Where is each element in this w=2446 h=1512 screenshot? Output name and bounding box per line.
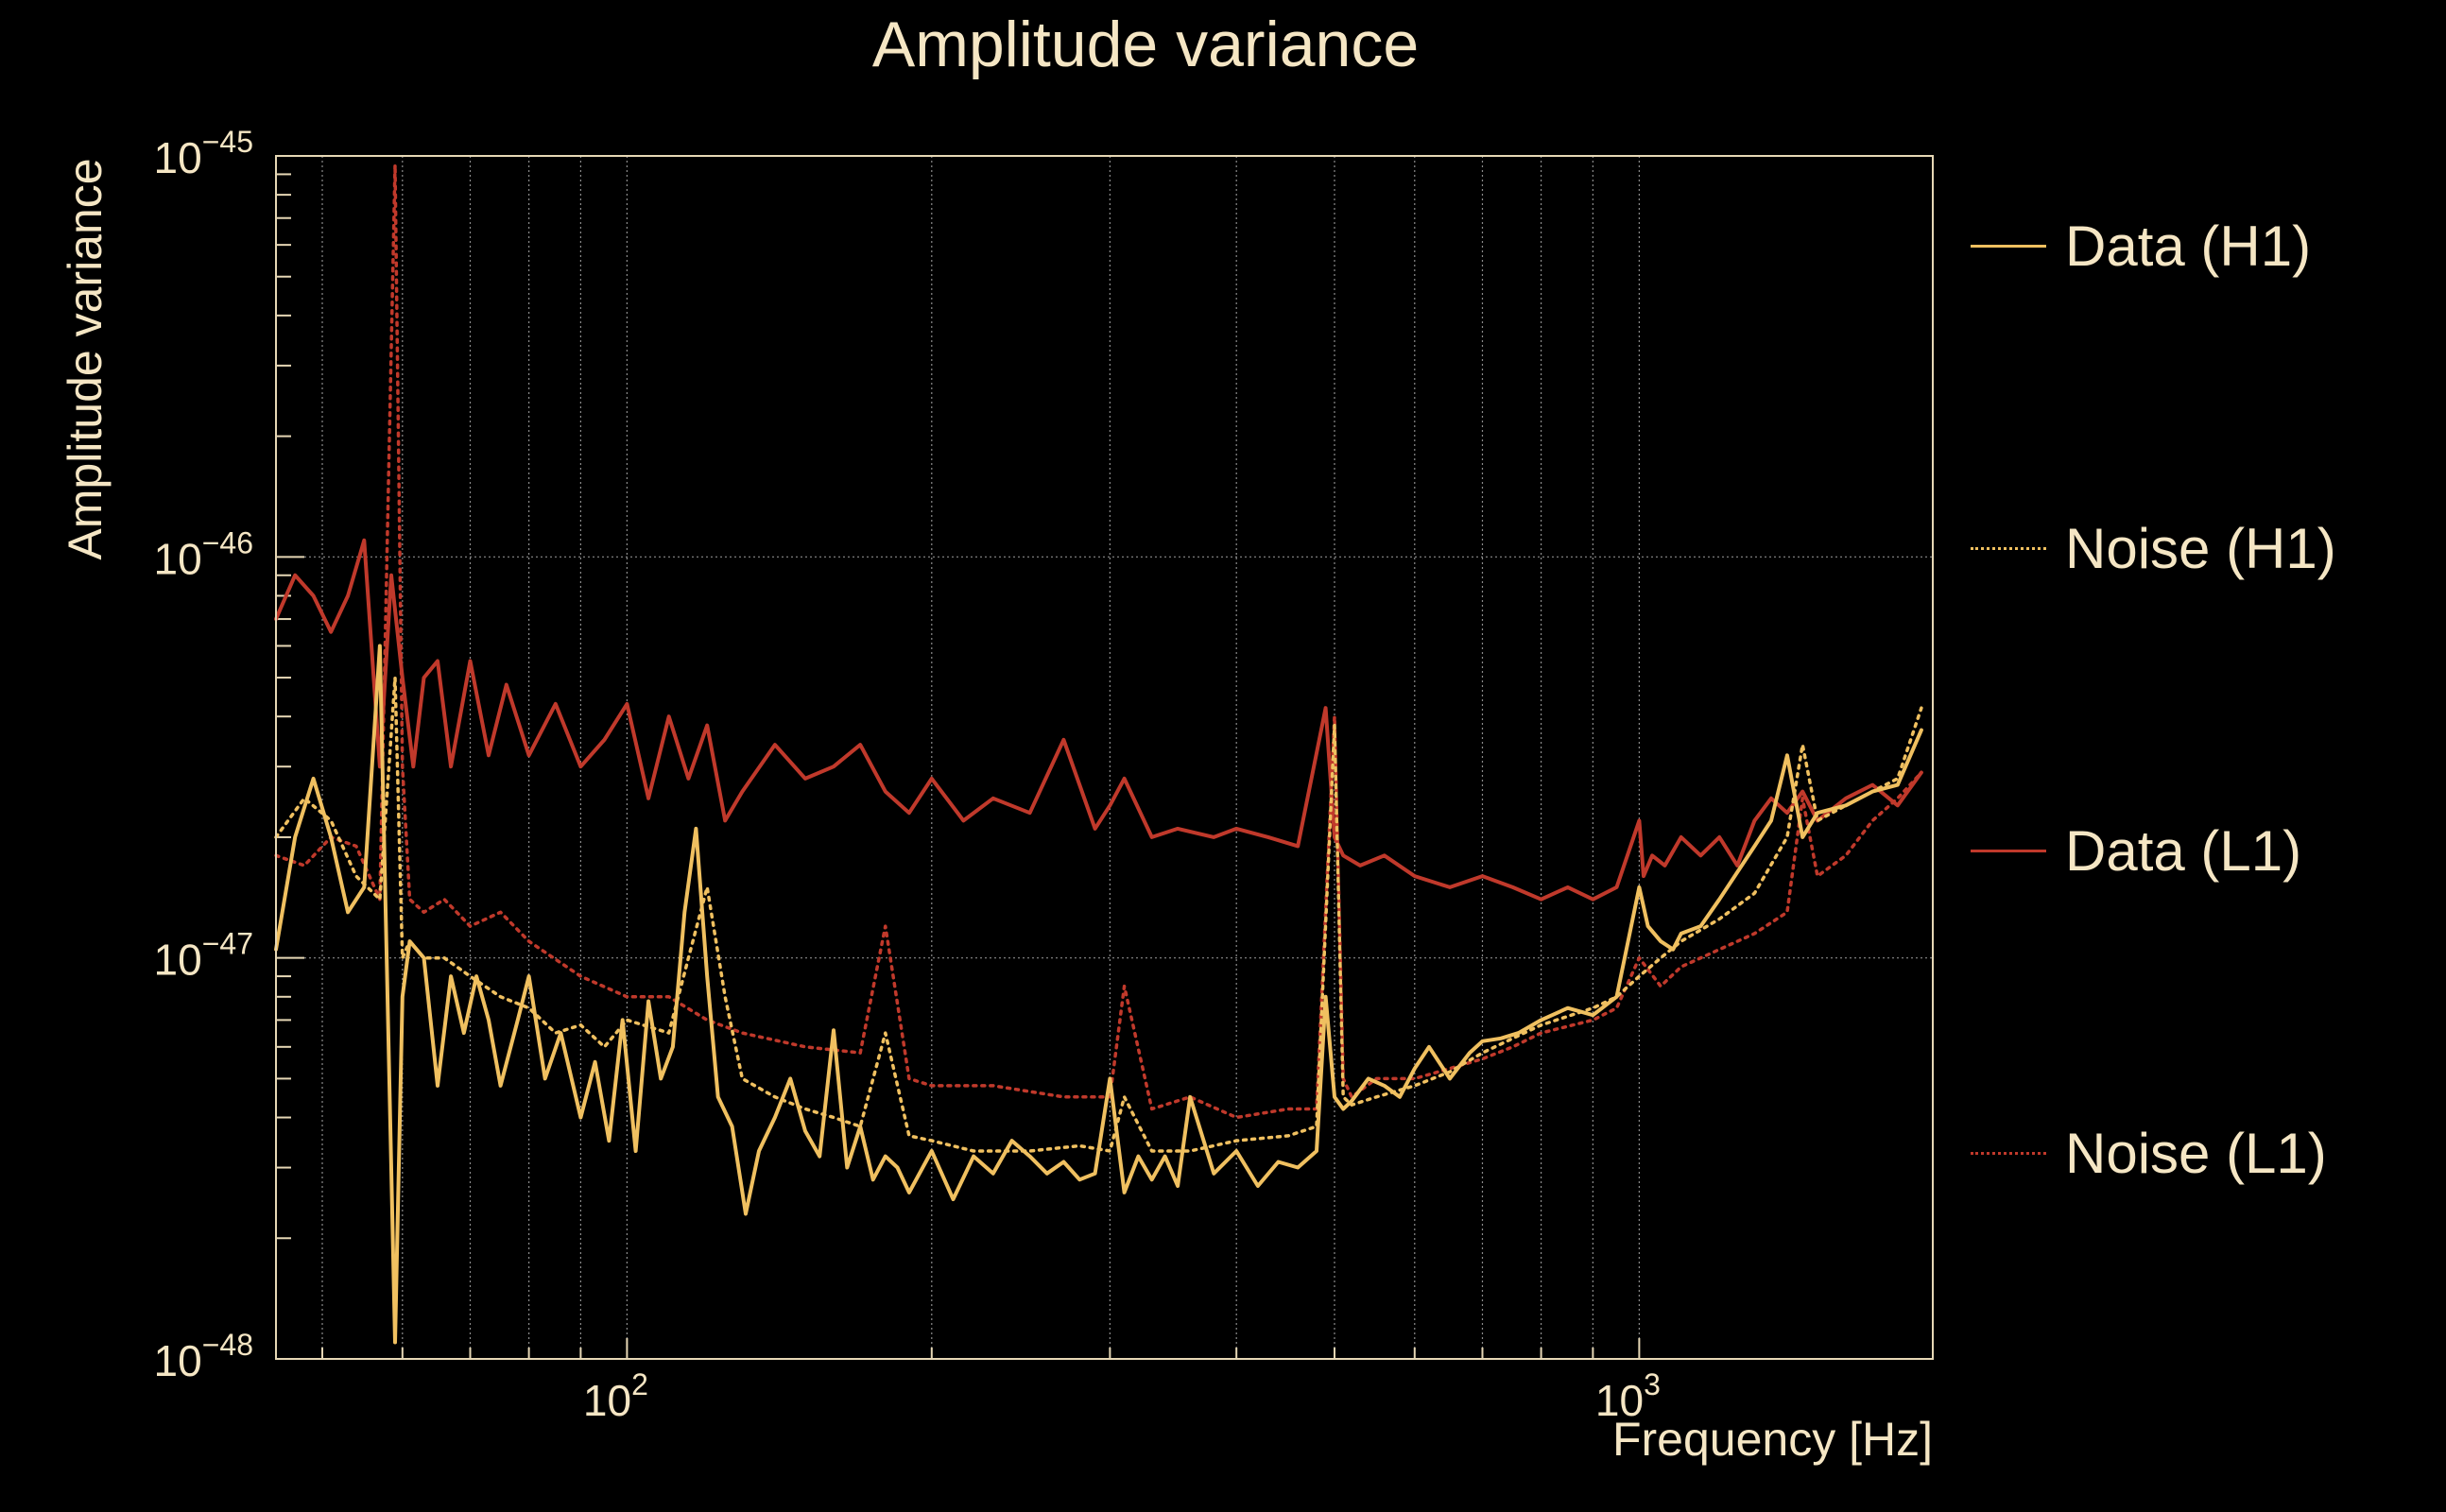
x-tick-label: 102 <box>583 1367 648 1425</box>
legend-item: Data (H1) <box>1971 208 2311 284</box>
legend-swatch <box>1971 1151 2046 1155</box>
y-axis-label: Amplitude variance <box>59 158 112 559</box>
legend-item: Noise (H1) <box>1971 510 2336 586</box>
legend-item: Data (L1) <box>1971 813 2301 888</box>
legend-label: Noise (L1) <box>2065 1121 2327 1185</box>
x-axis-label: Frequency [Hz] <box>1612 1413 1933 1466</box>
series-lines <box>274 163 1923 1345</box>
grid-lines <box>276 155 1933 1360</box>
series-line-noise-l1 <box>274 163 1923 1120</box>
legend-label: Data (H1) <box>2065 214 2312 278</box>
axis-ticks: 10−48 10−47 10−46 10−45 102 103 <box>154 125 1661 1425</box>
legend-label: Noise (H1) <box>2065 516 2336 580</box>
series-line-data-h1 <box>274 644 1923 1345</box>
y-tick-label: 10−48 <box>154 1328 253 1385</box>
y-tick-label: 10−46 <box>154 525 253 583</box>
y-tick-label: 10−45 <box>154 125 253 182</box>
chart-title: Amplitude variance <box>872 9 1419 80</box>
y-tick-label: 10−47 <box>154 927 253 985</box>
legend-swatch <box>1971 546 2046 550</box>
legend-label: Data (L1) <box>2065 818 2302 883</box>
series-line-noise-h1 <box>274 676 1923 1153</box>
legend-item: Noise (L1) <box>1971 1115 2327 1191</box>
legend-swatch <box>1971 849 2046 852</box>
legend-swatch <box>1971 244 2046 248</box>
plot-frame <box>275 155 1934 1360</box>
series-line-data-l1 <box>274 538 1923 902</box>
x-tick-label: 103 <box>1595 1367 1661 1425</box>
